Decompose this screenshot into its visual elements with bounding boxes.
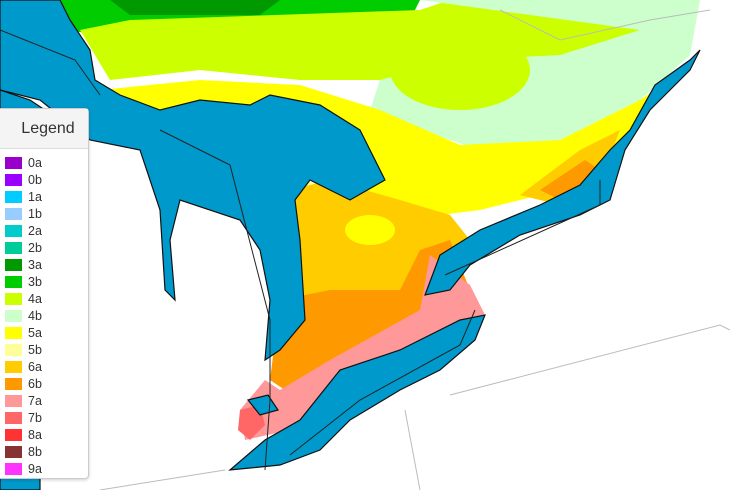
legend-swatch: [5, 428, 22, 441]
legend-item: 0a: [0, 154, 88, 171]
legend-item: 1b: [0, 205, 88, 222]
legend-swatch: [5, 394, 22, 407]
legend-item: 4b: [0, 307, 88, 324]
legend-swatch: [5, 156, 22, 169]
legend-panel: Legend 0a 0b 1a 1b 2a 2b 3a 3b 4a 4b 5a 5b 6a 6b 7a 7b 8…: [0, 108, 89, 479]
legend-swatch: [5, 207, 22, 220]
legend-label: 2b: [28, 240, 42, 255]
zone-5a-patch: [345, 215, 395, 245]
zone-3a-area: [110, 0, 280, 15]
legend-swatch: [5, 343, 22, 356]
legend-label: 2a: [28, 223, 42, 238]
legend-label: 3b: [28, 274, 42, 289]
legend-label: 0a: [28, 155, 42, 170]
legend-swatch: [5, 326, 22, 339]
legend-label: 8b: [28, 444, 42, 459]
legend-list: 0a 0b 1a 1b 2a 2b 3a 3b 4a 4b 5a 5b 6a 6b 7a 7b 8a 8b 9a: [0, 149, 88, 477]
legend-item: 3a: [0, 256, 88, 273]
lake-erie: [228, 314, 486, 471]
legend-item: 4a: [0, 290, 88, 307]
legend-item: 5b: [0, 341, 88, 358]
legend-label: 3a: [28, 257, 42, 272]
legend-label: 5a: [28, 325, 42, 340]
legend-swatch: [5, 275, 22, 288]
legend-item: 2b: [0, 239, 88, 256]
zone-6a-east: [520, 130, 620, 205]
legend-swatch: [5, 224, 22, 237]
legend-item: 6a: [0, 358, 88, 375]
legend-swatch: [5, 258, 22, 271]
legend-item: 5a: [0, 324, 88, 341]
legend-label: 7b: [28, 410, 42, 425]
legend-label: 8a: [28, 427, 42, 442]
legend-swatch: [5, 292, 22, 305]
legend-label: 6b: [28, 376, 42, 391]
legend-swatch: [5, 190, 22, 203]
state-borders: [99, 9, 730, 490]
legend-swatch: [5, 411, 22, 424]
legend-label: 1b: [28, 206, 42, 221]
legend-swatch: [5, 360, 22, 373]
legend-swatch: [5, 173, 22, 186]
legend-label: 0b: [28, 172, 42, 187]
legend-swatch: [5, 377, 22, 390]
zone-4b-area: [370, 0, 700, 150]
legend-item: 8b: [0, 443, 88, 460]
legend-item: 7b: [0, 409, 88, 426]
legend-item: 8a: [0, 426, 88, 443]
legend-title: Legend: [0, 109, 88, 149]
zone-4a-patch: [390, 30, 530, 110]
legend-label: 7a: [28, 393, 42, 408]
zone-6b-east: [540, 160, 600, 205]
zone-7a-area: [240, 255, 485, 440]
legend-item: 9a: [0, 460, 88, 477]
boundary-lines: [0, 29, 601, 471]
lake-ontario: [424, 49, 701, 296]
legend-label: 6a: [28, 359, 42, 374]
legend-swatch: [5, 241, 22, 254]
legend-swatch: [5, 462, 22, 475]
legend-item: 3b: [0, 273, 88, 290]
legend-label: 5b: [28, 342, 42, 357]
legend-swatch: [5, 445, 22, 458]
legend-item: 2a: [0, 222, 88, 239]
legend-item: 1a: [0, 188, 88, 205]
legend-label: 4a: [28, 291, 42, 306]
legend-label: 1a: [28, 189, 42, 204]
legend-item: 0b: [0, 171, 88, 188]
legend-item: 7a: [0, 392, 88, 409]
zone-6b-area: [270, 240, 470, 400]
legend-swatch: [5, 309, 22, 322]
legend-label: 4b: [28, 308, 42, 323]
legend-item: 6b: [0, 375, 88, 392]
legend-label: 9a: [28, 461, 42, 476]
